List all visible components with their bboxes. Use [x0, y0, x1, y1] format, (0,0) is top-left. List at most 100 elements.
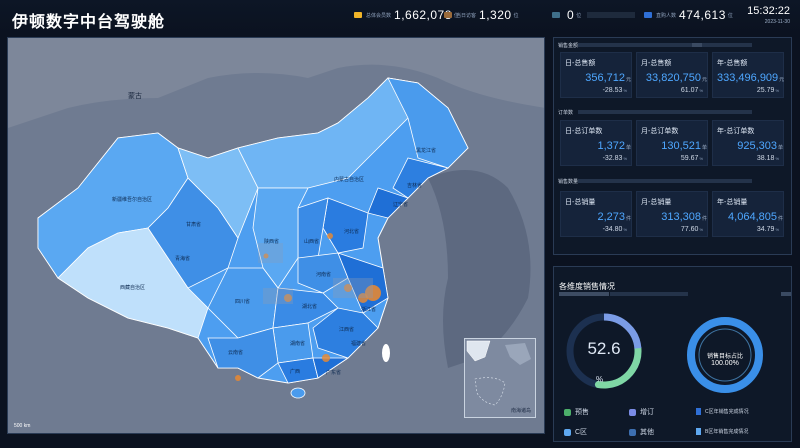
- card-label: 日-总销量: [565, 199, 596, 206]
- province-label: 福建省: [351, 341, 367, 347]
- hotspot-marker[interactable]: [322, 354, 330, 362]
- heat-haze: [333, 278, 373, 298]
- card-label: 月-总销量: [641, 199, 672, 206]
- hotspot-marker[interactable]: [235, 375, 241, 381]
- card-label: 日-总售额: [565, 60, 596, 67]
- china-sales-map[interactable]: 新疆维吾尔自治区 西藏自治区 青海省 甘肃省 内蒙古自治区 黑龙江省 吉林省 辽…: [7, 37, 545, 434]
- province-label: 江西省: [339, 327, 355, 333]
- card-value: 356,712元: [585, 72, 631, 84]
- stat-value: 1,320: [479, 8, 512, 22]
- card-change: 77.60%: [680, 226, 703, 233]
- gauge-charts: [566, 313, 763, 393]
- province-label: 山西省: [304, 239, 320, 245]
- legend-item-c-zone-year[interactable]: C区年销售完成情况: [696, 408, 749, 415]
- province-label: 吉林省: [407, 183, 423, 189]
- card-value: 130,521单: [661, 140, 707, 152]
- title-bar-end: [781, 292, 791, 296]
- card-label: 日-总订单数: [565, 128, 603, 135]
- sea-area: [428, 170, 531, 368]
- province-label: 湖北省: [302, 304, 318, 310]
- province-shaanxi[interactable]: [252, 187, 309, 289]
- card-change: -28.53%: [602, 87, 627, 94]
- stat-bar: [587, 12, 636, 18]
- inset-label: 南海诸岛: [510, 408, 531, 414]
- card-change: -34.80%: [602, 226, 627, 233]
- gauge-value: 52.6: [587, 339, 621, 358]
- card-daily-quantity: 日-总销量 2,273件 -34.80%: [560, 191, 632, 237]
- card-daily-sales: 日-总售额 356,712元 -28.53%: [560, 52, 632, 98]
- stat-unit: 位: [576, 12, 582, 19]
- section-title-amount: 销售金额: [558, 43, 579, 49]
- legend-label: 增订: [640, 409, 654, 416]
- province-jilin[interactable]: [392, 157, 450, 199]
- province-label: 河北省: [344, 229, 360, 235]
- hotspot-marker[interactable]: [365, 285, 381, 301]
- province-label: 新疆维吾尔自治区: [112, 197, 153, 203]
- province-label: 陕西省: [264, 239, 280, 245]
- card-monthly-orders: 月-总订单数 130,521单 59.67%: [636, 120, 708, 166]
- province-yunnan[interactable]: [207, 327, 279, 379]
- legend-swatch: [629, 408, 636, 416]
- card-change: 34.79%: [756, 226, 779, 233]
- legend-label: C区年销售完成情况: [705, 409, 749, 415]
- legend-item-addon[interactable]: 增订: [629, 407, 654, 417]
- province-tibet[interactable]: [57, 227, 209, 339]
- province-liaoning[interactable]: [367, 187, 409, 219]
- clock-date: 2023-11-30: [764, 19, 790, 25]
- card-label: 月-总订单数: [641, 128, 679, 135]
- hotspot-marker[interactable]: [358, 293, 368, 303]
- stat-color-swatch: [552, 12, 560, 18]
- hotspot-marker[interactable]: [327, 233, 333, 239]
- legend-item-c-zone[interactable]: C区: [564, 427, 587, 437]
- hotspot-marker[interactable]: [344, 284, 352, 292]
- province-label: 四川省: [235, 299, 251, 305]
- legend-swatch: [696, 408, 701, 415]
- stat-unit: 位: [727, 12, 733, 19]
- province-heilongjiang[interactable]: [387, 77, 469, 169]
- province-taiwan[interactable]: [382, 344, 390, 362]
- northern-land: [8, 38, 544, 128]
- province-hainan[interactable]: [290, 387, 306, 399]
- hotspot-marker[interactable]: [284, 294, 292, 302]
- section-bar: [578, 179, 752, 183]
- clock: 15:32:22 2023-11-30: [747, 5, 790, 25]
- legend-swatch: [564, 428, 571, 436]
- province-label: 甘肃省: [186, 222, 202, 228]
- province-label: 辽宁省: [393, 202, 409, 208]
- card-change: 38.18%: [756, 155, 779, 162]
- legend-swatch: [696, 428, 701, 435]
- province-label: 湖南省: [290, 341, 306, 347]
- province-gansu[interactable]: [177, 147, 259, 239]
- stat-value: 1,662,078: [394, 8, 452, 22]
- card-change: 61.07%: [680, 87, 703, 94]
- card-value: 1,372单: [597, 140, 631, 152]
- hotspot-marker[interactable]: [263, 253, 269, 259]
- legend-item-b-zone-year[interactable]: B区年销售完成情况: [696, 428, 748, 435]
- section-bar: [578, 43, 752, 47]
- stat-value: 474,613: [679, 8, 726, 22]
- legend-item-other[interactable]: 其他: [629, 427, 654, 437]
- province-guangdong[interactable]: [312, 357, 350, 379]
- stat-members: 总体会员数 1,662,078 位: [354, 8, 459, 22]
- legend-label: C区: [575, 429, 588, 436]
- page-title: 伊顿数字中台驾驶舱: [12, 14, 166, 31]
- inset-map: [466, 340, 531, 406]
- stat-color-swatch: [644, 12, 652, 18]
- map-scale: 500 km: [14, 423, 31, 429]
- card-label: 月-总售额: [641, 60, 672, 67]
- stat-value: 0: [567, 8, 575, 22]
- map-canvas[interactable]: [8, 38, 545, 434]
- section-title-orders: 订单数: [558, 110, 574, 116]
- card-value: 33,820,750元: [645, 72, 707, 84]
- section-bar-end: [692, 43, 702, 47]
- card-value: 925,303单: [737, 140, 783, 152]
- card-label: 年-总销量: [717, 199, 748, 206]
- province-label: 广东省: [326, 370, 342, 376]
- stat-label: 当日访客: [456, 12, 477, 19]
- province-henan[interactable]: [297, 252, 349, 294]
- legend-item-presale[interactable]: 预售: [564, 407, 589, 417]
- heat-haze: [258, 243, 283, 263]
- ring-progress: [687, 317, 763, 393]
- stat-unit: 位: [513, 12, 519, 19]
- clock-time: 15:32:22: [747, 5, 790, 17]
